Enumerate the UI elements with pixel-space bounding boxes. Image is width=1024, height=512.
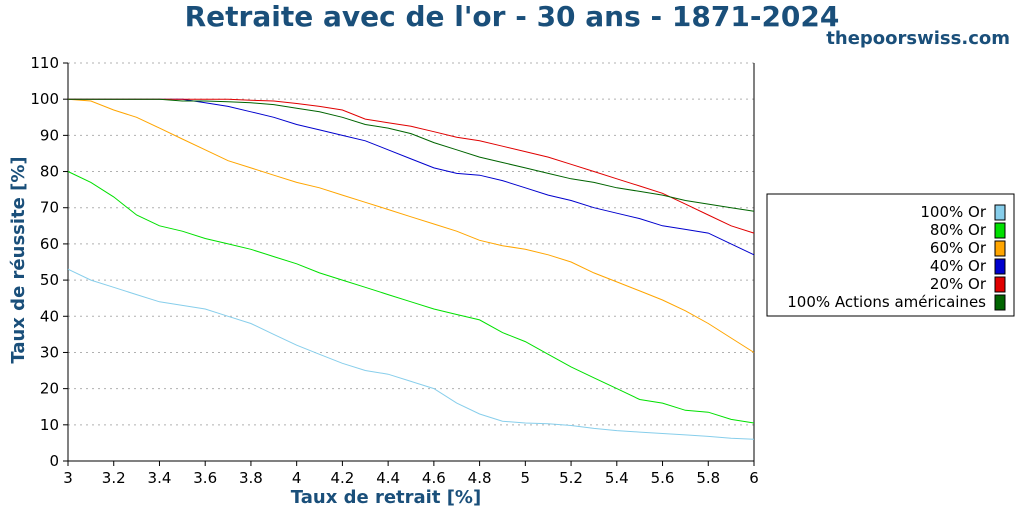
- x-tick-label: 5.2: [559, 469, 583, 487]
- x-tick-label: 3.2: [102, 469, 126, 487]
- x-tick-label: 3: [63, 469, 73, 487]
- legend-swatch: [994, 222, 1006, 239]
- x-tick-label: 4.4: [376, 469, 400, 487]
- y-tick-label: 90: [40, 126, 59, 144]
- legend-box: [766, 193, 1015, 317]
- legend-swatch: [994, 258, 1006, 275]
- x-tick-label: 5: [521, 469, 531, 487]
- y-tick-label: 30: [40, 343, 59, 361]
- series-line-3: [67, 98, 755, 353]
- legend-swatch: [994, 240, 1006, 257]
- legend-label: 20% Or: [930, 275, 987, 293]
- x-tick-label: 4.8: [468, 469, 492, 487]
- x-tick-label: 3.4: [148, 469, 172, 487]
- x-tick-label: 4: [292, 469, 302, 487]
- y-tick-label: 80: [40, 163, 59, 181]
- y-tick-label: 100: [30, 90, 59, 108]
- x-tick-label: 4.2: [330, 469, 354, 487]
- chart-title: Retraite avec de l'or - 30 ans - 1871-20…: [184, 0, 840, 33]
- watermark: thepoorswiss.com: [826, 28, 1010, 49]
- legend-swatch: [994, 276, 1006, 293]
- series-line-1: [67, 268, 755, 440]
- x-tick-label: 5.6: [651, 469, 675, 487]
- legend-label: 100% Actions américaines: [787, 293, 986, 311]
- y-tick-label: 50: [40, 271, 59, 289]
- legend-swatch: [994, 204, 1006, 221]
- legend-label: 80% Or: [930, 221, 987, 239]
- series-line-6: [68, 98, 755, 212]
- x-tick-label: 3.8: [239, 469, 263, 487]
- legend-label: 60% Or: [930, 239, 987, 257]
- legend-label: 40% Or: [930, 257, 987, 275]
- y-tick-label: 0: [49, 452, 59, 470]
- x-tick-label: 4.6: [422, 469, 446, 487]
- y-tick-label: 40: [40, 307, 59, 325]
- y-axis-label: Taux de réussite [%]: [8, 156, 29, 363]
- legend-label: 100% Or: [920, 203, 986, 221]
- legend-swatch: [994, 294, 1006, 311]
- y-tick-label: 70: [40, 199, 59, 217]
- y-tick-label: 60: [40, 235, 59, 253]
- series-line-5: [68, 98, 755, 234]
- x-tick-label: 6: [749, 469, 759, 487]
- series-line-4: [68, 98, 755, 256]
- series-line-2: [67, 171, 755, 424]
- x-tick-label: 5.4: [605, 469, 629, 487]
- x-tick-label: 5.8: [696, 469, 720, 487]
- x-tick-label: 3.6: [193, 469, 217, 487]
- x-axis-label: Taux de retrait [%]: [291, 487, 481, 508]
- y-tick-label: 10: [40, 416, 59, 434]
- y-tick-label: 110: [30, 54, 59, 72]
- y-tick-label: 20: [40, 380, 59, 398]
